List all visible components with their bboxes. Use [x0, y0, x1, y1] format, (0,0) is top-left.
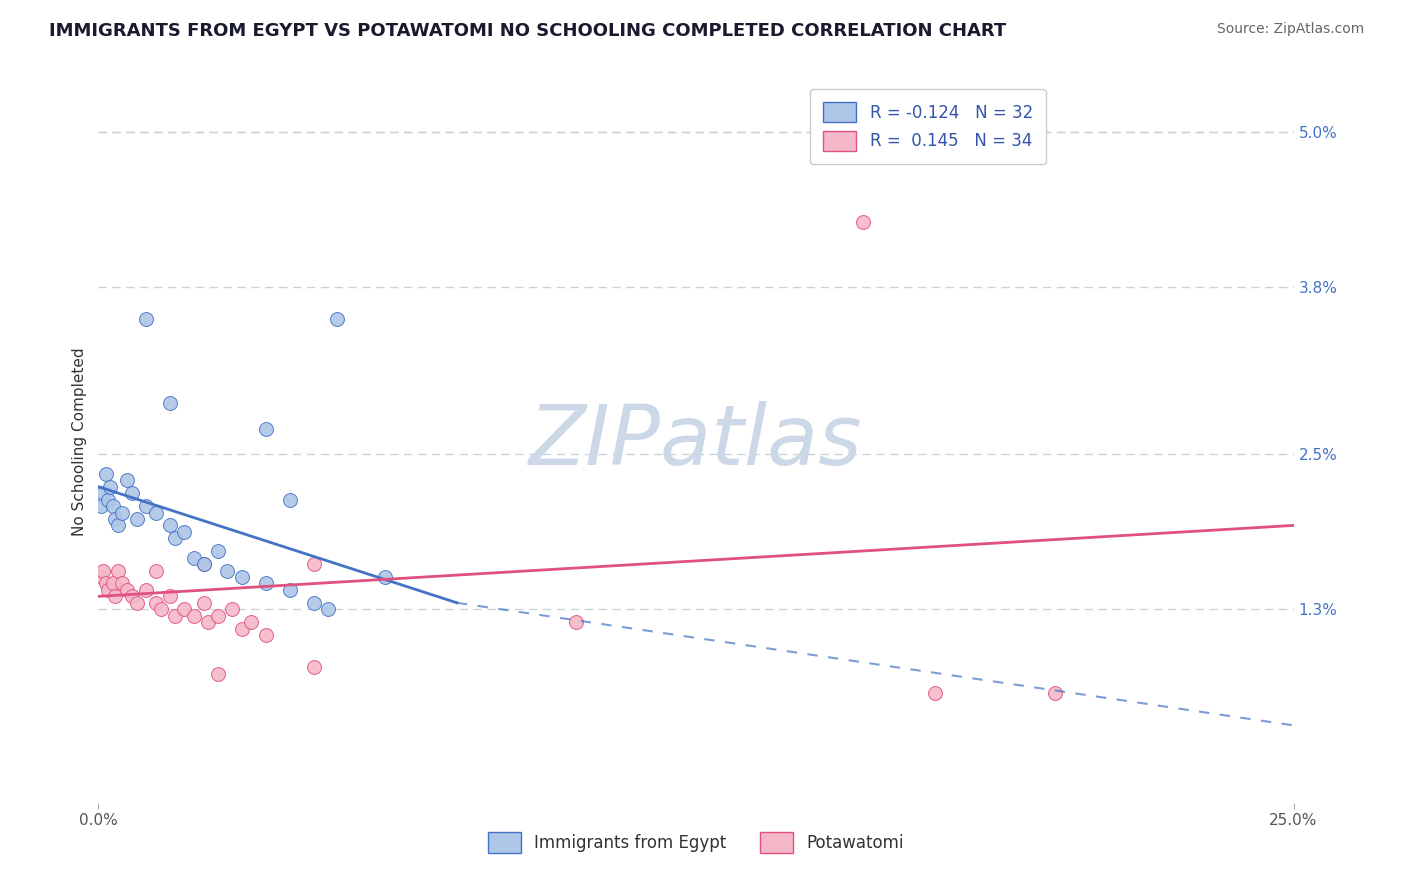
Point — [278, 582, 301, 597]
Point — [135, 582, 157, 597]
Point — [115, 473, 138, 487]
Point — [254, 576, 277, 591]
Point — [107, 518, 129, 533]
Point — [217, 564, 239, 578]
Point — [240, 615, 263, 630]
Point — [197, 615, 219, 630]
Y-axis label: No Schooling Completed: No Schooling Completed — [72, 347, 87, 536]
Point — [159, 518, 181, 533]
Point — [302, 660, 325, 674]
Point — [183, 550, 205, 565]
Point — [94, 467, 117, 481]
Point — [101, 576, 124, 591]
Text: IMMIGRANTS FROM EGYPT VS POTAWATOMI NO SCHOOLING COMPLETED CORRELATION CHART: IMMIGRANTS FROM EGYPT VS POTAWATOMI NO S… — [49, 22, 1007, 40]
Point — [565, 615, 588, 630]
Point — [94, 576, 117, 591]
Point — [193, 557, 215, 571]
Point — [207, 666, 229, 681]
Point — [193, 596, 215, 610]
Point — [316, 602, 339, 616]
Point — [97, 492, 120, 507]
Point — [278, 492, 301, 507]
Point — [125, 596, 148, 610]
Point — [90, 570, 112, 584]
Point — [135, 312, 157, 326]
Point — [104, 590, 127, 604]
Point — [97, 582, 120, 597]
Point — [111, 506, 134, 520]
Point — [125, 512, 148, 526]
Point — [149, 602, 172, 616]
Text: Source: ZipAtlas.com: Source: ZipAtlas.com — [1216, 22, 1364, 37]
Point — [111, 576, 134, 591]
Point — [121, 486, 143, 500]
Point — [163, 608, 186, 623]
Point — [231, 570, 253, 584]
Point — [326, 312, 349, 326]
Point — [1043, 686, 1066, 700]
Point — [852, 215, 875, 229]
Point — [91, 486, 114, 500]
Point — [90, 499, 112, 513]
Point — [163, 531, 186, 545]
Point — [145, 564, 167, 578]
Point — [183, 608, 205, 623]
Point — [173, 524, 195, 539]
Point — [135, 499, 157, 513]
Point — [374, 570, 396, 584]
Point — [159, 590, 181, 604]
Point — [145, 596, 167, 610]
Point — [121, 590, 143, 604]
Point — [173, 602, 195, 616]
Point — [193, 557, 215, 571]
Point — [107, 564, 129, 578]
Point — [254, 628, 277, 642]
Point — [221, 602, 243, 616]
Point — [104, 512, 127, 526]
Point — [924, 686, 946, 700]
Point — [98, 480, 122, 494]
Point — [302, 557, 325, 571]
Point — [254, 422, 277, 436]
Point — [207, 608, 229, 623]
Legend: Immigrants from Egypt, Potawatomi: Immigrants from Egypt, Potawatomi — [481, 826, 911, 860]
Point — [91, 564, 114, 578]
Point — [302, 596, 325, 610]
Point — [231, 622, 253, 636]
Point — [115, 582, 138, 597]
Point — [159, 396, 181, 410]
Point — [145, 506, 167, 520]
Point — [101, 499, 124, 513]
Point — [207, 544, 229, 558]
Text: ZIPatlas: ZIPatlas — [529, 401, 863, 482]
